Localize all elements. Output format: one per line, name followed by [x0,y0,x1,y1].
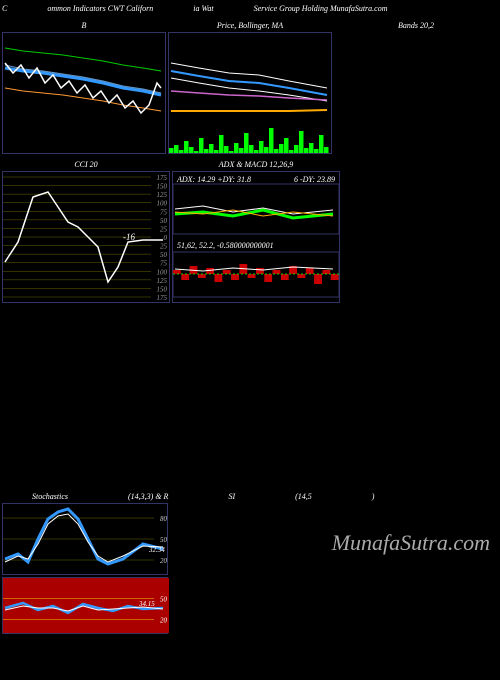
chart-price [169,33,329,153]
hdr-mid2: ia Wat [193,4,213,13]
title-cci: CCI 20 [2,158,170,171]
panel-bands: Bands 20,2 [334,19,498,154]
svg-text:51,62, 52.2, -0.580000000001: 51,62, 52.2, -0.580000000001 [177,241,274,250]
svg-text:50: 50 [160,251,168,259]
svg-text:75: 75 [160,260,168,268]
panel-adx-macd: ADX & MACD 12,26,9 ADX: 14.29 +DY: 31.8 6… [172,158,340,303]
chart-adx-macd: ADX: 14.29 +DY: 31.8 6 -DY: 23.89 51,62, 5… [173,172,339,302]
page-header: C ommon Indicators CWT Californ ia Wat S… [0,0,500,17]
title-adx: ADX & MACD 12,26,9 [172,158,340,171]
panel-price: Price, Bollinger, MA [168,19,332,154]
svg-text:25: 25 [160,225,168,233]
svg-text:125: 125 [157,277,168,285]
svg-text:125: 125 [157,191,168,199]
svg-text:50: 50 [160,536,168,544]
svg-text:100: 100 [157,268,168,276]
svg-text:50: 50 [160,596,168,604]
stoch-title-r: (14,5 [295,492,312,501]
chart-cci: 1751501251007550250255075100125150175-16 [3,172,169,302]
chart-bollinger-b [3,33,163,153]
hdr-left: C [2,4,7,13]
svg-text:ADX: 14.29 +DY: 31.8: ADX: 14.29 +DY: 31.8 [176,175,251,184]
mid-row: CCI 20 175150125100755025025507510012515… [0,156,340,305]
bottom-section: Stochastics (14,3,3) & R SI (14,5 ) 80 50… [2,490,498,634]
svg-text:175: 175 [157,294,168,302]
stoch-title-m: (14,3,3) & R [128,492,168,501]
svg-text:34.15: 34.15 [138,600,155,608]
panel-bollinger-b: B [2,19,166,154]
stoch-header: Stochastics (14,3,3) & R SI (14,5 ) [2,490,498,503]
hdr-mid3: Service Group Holding MunafaSutra.com [254,4,388,13]
svg-text:-16: -16 [123,232,135,242]
svg-text:75: 75 [160,208,168,216]
title-b: B [2,19,166,32]
svg-text:50: 50 [160,217,168,225]
chart-rsi: 50 20 34.15 [3,578,169,633]
svg-text:6 -DY: 23.89: 6 -DY: 23.89 [294,175,335,184]
panel-cci: CCI 20 175150125100755025025507510012515… [2,158,170,303]
stoch-title-l: Stochastics [32,492,68,501]
svg-text:150: 150 [157,183,168,191]
svg-text:175: 175 [157,174,168,182]
top-row: B Price, Bollinger, MA Bands 20,2 [0,17,500,156]
stoch-title-e: ) [372,492,375,501]
title-bands: Bands 20,2 [334,19,498,32]
chart-stochastics: 80 50 20 32.34 [3,504,169,574]
hdr-mid1: ommon Indicators CWT Californ [47,4,153,13]
svg-text:150: 150 [157,285,168,293]
svg-text:20: 20 [160,616,168,624]
svg-text:100: 100 [157,200,168,208]
title-price: Price, Bollinger, MA [168,19,332,32]
svg-text:25: 25 [160,243,168,251]
svg-text:0: 0 [164,234,168,242]
stoch-title-m2: SI [228,492,235,501]
svg-text:80: 80 [160,515,168,523]
svg-text:20: 20 [160,557,168,565]
svg-text:32.34: 32.34 [148,546,165,554]
